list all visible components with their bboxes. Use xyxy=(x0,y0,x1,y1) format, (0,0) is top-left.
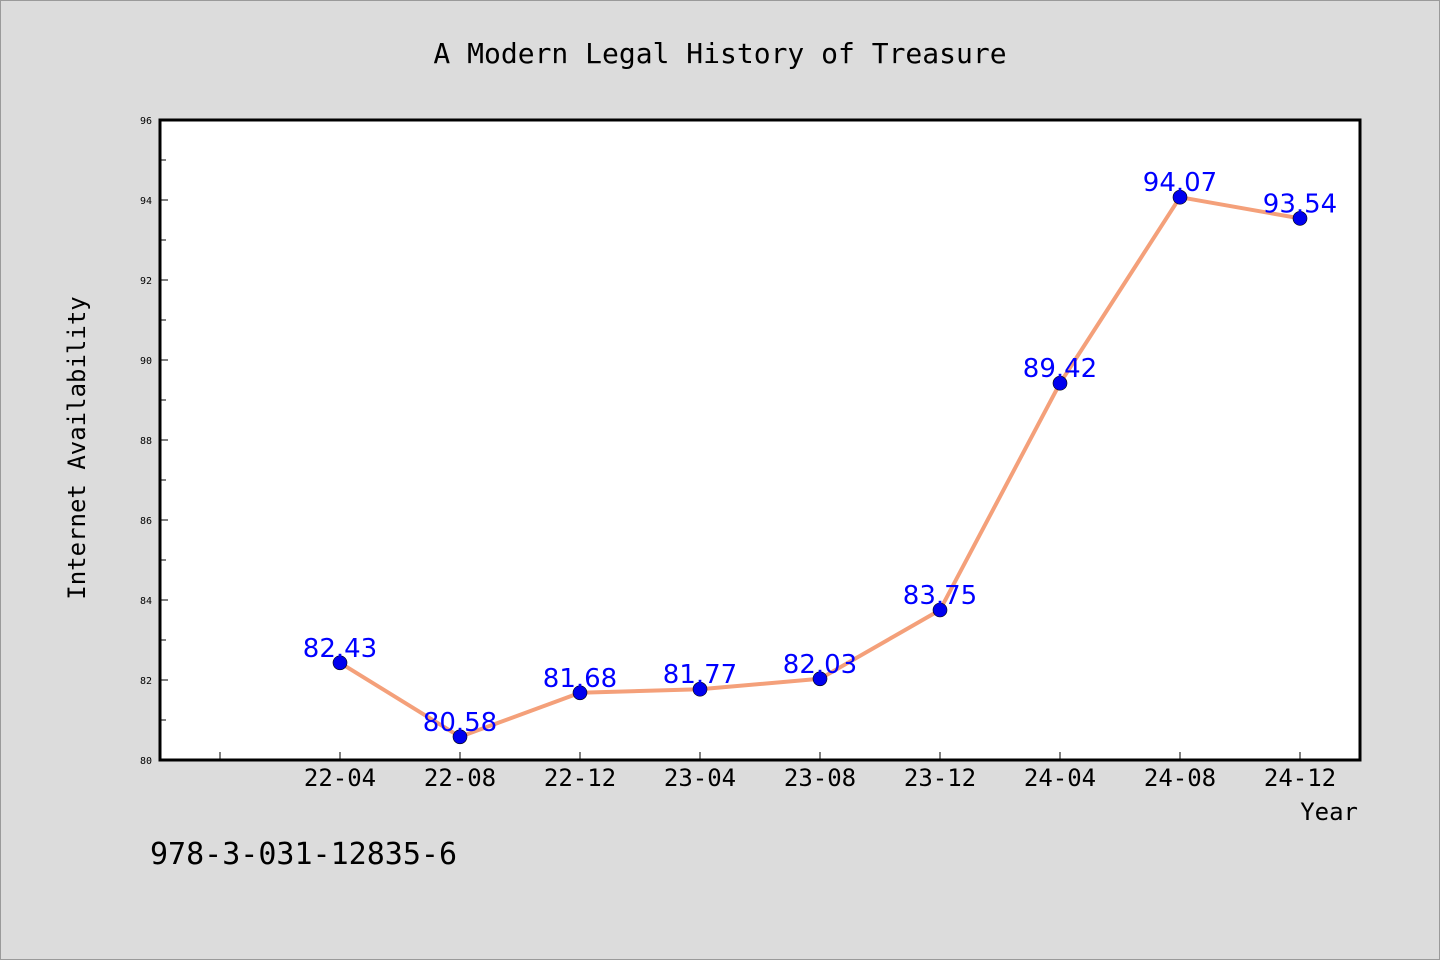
data-label: 94.07 xyxy=(1143,168,1217,198)
data-label: 93.54 xyxy=(1263,189,1337,219)
x-tick-label: 22-12 xyxy=(544,764,616,792)
data-label: 89.42 xyxy=(1023,354,1097,384)
y-tick-label: 90 xyxy=(140,356,152,367)
series-group: 82.43 80.58 81.68 81.77 82.03 83.75 89.42 94.07… xyxy=(303,168,1337,745)
y-tick-label: 92 xyxy=(140,276,152,287)
x-tick-label: 24-12 xyxy=(1264,764,1336,792)
data-point xyxy=(932,602,948,618)
x-tick-label: 22-08 xyxy=(424,764,496,792)
data-point xyxy=(1292,211,1308,226)
y-tick-label: 80 xyxy=(140,756,152,767)
data-point xyxy=(572,685,588,701)
data-point xyxy=(812,671,828,687)
y-tick-label: 84 xyxy=(140,596,152,607)
x-tick-label: 23-04 xyxy=(664,764,736,792)
y-axis: 80 82 84 86 88 90 92 94 96 xyxy=(140,116,168,767)
x-tick-label: 24-08 xyxy=(1144,764,1216,792)
y-tick-label: 86 xyxy=(140,516,152,527)
data-label: 82.43 xyxy=(303,634,377,664)
chart-title: A Modern Legal History of Treasure xyxy=(433,37,1006,70)
isbn-text: 978-3-031-12835-6 xyxy=(150,837,457,872)
x-tick-label: 24-04 xyxy=(1024,764,1096,792)
data-point xyxy=(452,729,468,745)
x-tick-label: 23-08 xyxy=(784,764,856,792)
y-tick-label: 82 xyxy=(140,676,152,687)
data-point xyxy=(1172,189,1188,205)
data-label: 81.68 xyxy=(543,664,617,694)
data-point xyxy=(332,655,348,671)
y-axis-label: Internet Availability xyxy=(63,296,91,599)
data-point xyxy=(692,681,708,697)
y-tick-label: 88 xyxy=(140,436,152,447)
x-tick-label: 22-04 xyxy=(304,764,376,792)
data-point xyxy=(1052,375,1068,391)
x-axis: 22-04 22-08 22-12 23-04 23-08 23-12 24-04 24-08… xyxy=(219,752,1336,792)
data-label: 81.77 xyxy=(663,660,737,690)
data-label: 82.03 xyxy=(783,650,857,680)
y-tick-label: 94 xyxy=(140,196,152,207)
data-label: 80.58 xyxy=(423,708,497,738)
x-tick-label: 23-12 xyxy=(904,764,976,792)
y-tick-label: 96 xyxy=(140,116,152,127)
data-label: 83.75 xyxy=(903,581,977,611)
x-axis-label: Year xyxy=(1300,798,1358,826)
